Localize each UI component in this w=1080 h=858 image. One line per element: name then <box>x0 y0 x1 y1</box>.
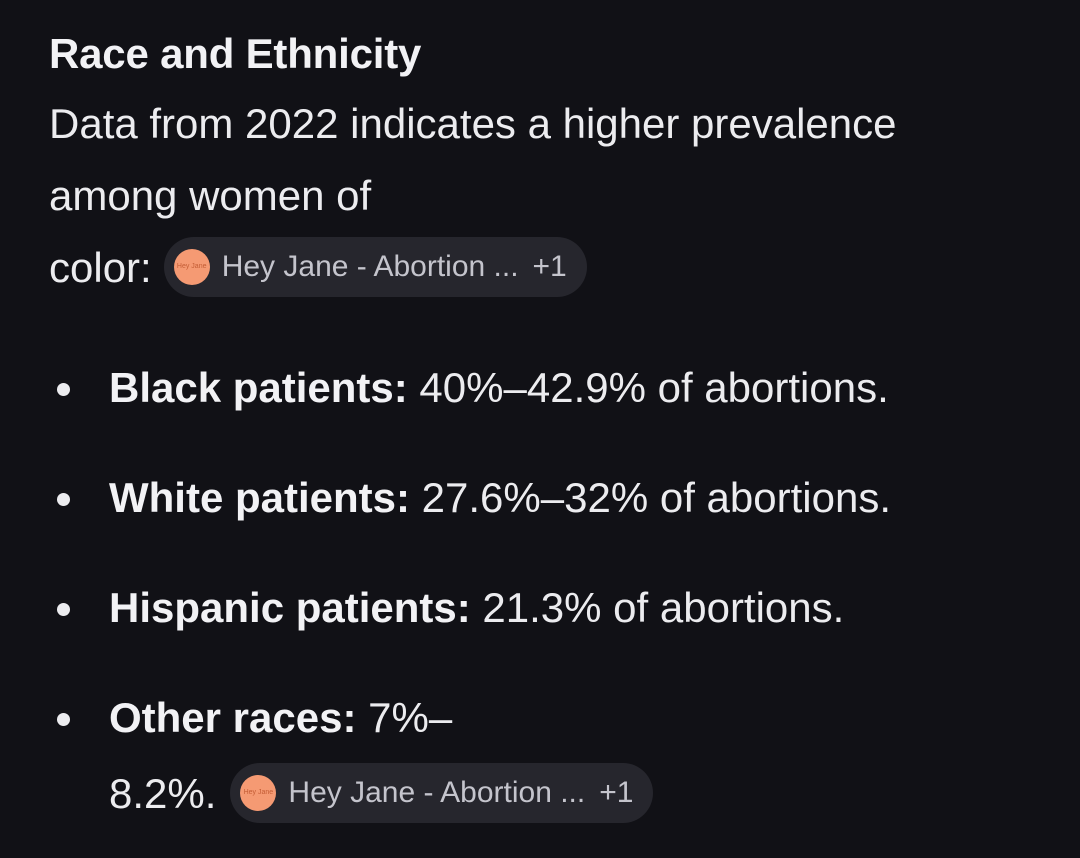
item-text: 7%– <box>356 694 453 741</box>
item-text: 27.6%–32% of abortions. <box>410 474 891 521</box>
bullet-dot-icon <box>57 713 70 726</box>
item-label: Black patients: <box>109 364 408 411</box>
list-item: Black patients: 40%–42.9% of abortions. <box>49 350 1059 426</box>
list-item: Other races: 7%– 8.2%. Hey Jane Hey Jane -… <box>49 680 1059 832</box>
item-label: White patients: <box>109 474 410 521</box>
intro-line: among women of <box>49 172 372 219</box>
citation-chip[interactable]: Hey Jane Hey Jane - Abortion ... +1 <box>230 762 654 823</box>
list-item: White patients: 27.6%–32% of abortions. <box>49 460 1059 536</box>
citation-chip[interactable]: Hey Jane Hey Jane - Abortion ... +1 <box>163 236 587 297</box>
section-heading: Race and Ethnicity <box>49 30 422 77</box>
intro-line: Data from 2022 indicates a higher preval… <box>49 100 897 147</box>
citation-count: +1 <box>532 249 567 283</box>
intro-paragraph: Data from 2022 indicates a higher preval… <box>49 88 1059 304</box>
citation-label: Hey Jane - Abortion ... <box>221 249 519 283</box>
bullet-dot-icon <box>57 603 70 616</box>
item-text: 21.3% of abortions. <box>470 584 845 631</box>
item-text: 40%–42.9% of abortions. <box>407 364 889 411</box>
bullet-dot-icon <box>57 493 70 506</box>
item-text-continued: 8.2%. <box>109 770 217 817</box>
citation-count: +1 <box>599 775 634 809</box>
list-item: Hispanic patients: 21.3% of abortions. <box>49 570 1059 646</box>
hey-jane-logo-icon: Hey Jane <box>173 248 210 285</box>
hey-jane-logo-icon: Hey Jane <box>240 774 277 811</box>
item-label: Hispanic patients: <box>109 584 471 631</box>
intro-line-with-citation: color: Hey Jane Hey Jane - Abortion ... +1 <box>49 232 1059 304</box>
item-label: Other races: <box>109 694 357 741</box>
bullet-dot-icon <box>57 383 70 396</box>
statistics-list: Black patients: 40%–42.9% of abortions. … <box>49 350 1059 858</box>
race-ethnicity-section: Race and Ethnicity Data from 2022 indica… <box>49 26 1059 304</box>
logo-text: Hey Jane <box>243 789 274 797</box>
citation-label: Hey Jane - Abortion ... <box>288 775 586 809</box>
intro-text: color: <box>49 244 152 291</box>
logo-text: Hey Jane <box>176 263 207 271</box>
